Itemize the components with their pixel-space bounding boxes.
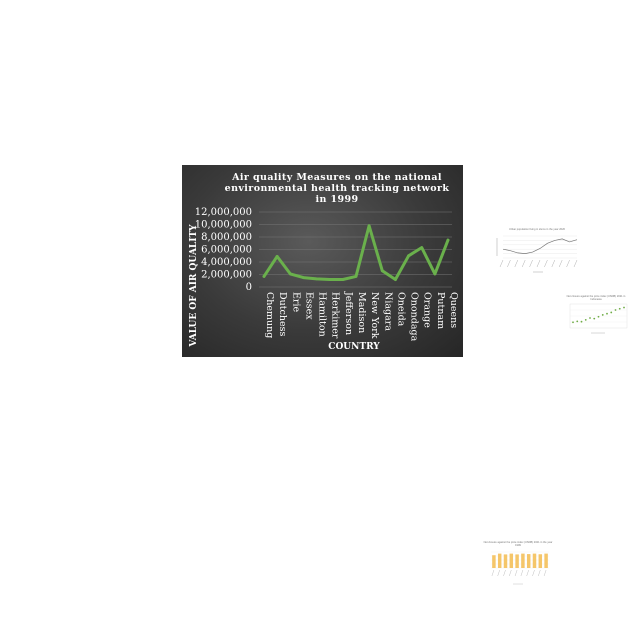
data-point	[433, 272, 437, 276]
thumb3-tick-mark	[509, 569, 512, 577]
x-tick-label: Jefferson	[343, 291, 354, 335]
thumb3-title: Net closure against the price index (USD…	[483, 541, 553, 547]
thumb3-bar	[526, 554, 531, 568]
thumb1-tick-mark	[551, 259, 556, 268]
thumb2-data-point	[584, 318, 587, 321]
x-tick-label: Herkimer	[330, 292, 341, 339]
x-tick-label: Erie	[290, 292, 301, 313]
y-tick-label: 0	[246, 282, 252, 293]
air-quality-line-chart: Air quality Measures on the national env…	[182, 165, 463, 357]
thumb3-bar	[492, 555, 496, 568]
y-tick-label: 10,000,000	[195, 220, 252, 231]
data-point	[341, 278, 345, 281]
thumb3-tick-mark	[503, 569, 506, 577]
thumb1-tick-mark	[566, 259, 570, 268]
x-axis-title: COUNTRY	[328, 342, 380, 352]
thumb3-tick-mark	[538, 569, 541, 577]
thumb1-tick-mark	[514, 259, 519, 268]
thumb1-tick-mark	[536, 259, 541, 268]
thumb1-tick-mark	[573, 259, 578, 268]
x-tick-label: Orange	[422, 292, 433, 328]
thumb2-title: Net closure against the price index (USD…	[566, 295, 626, 301]
x-tick-label: Queens	[448, 292, 459, 328]
thumb2-data-point	[597, 315, 600, 318]
y-axis-title: VALUE OF AIR QUALITY	[189, 224, 199, 348]
thumb3-bar	[532, 553, 537, 568]
slum-population-thumbnail-chart[interactable]: Urban population living in slums in the …	[493, 226, 581, 276]
thumb3-bar	[521, 553, 525, 568]
data-point	[262, 274, 266, 278]
thumb2-data-point	[623, 306, 625, 309]
x-tick-label: Niagara	[382, 292, 393, 331]
thumb3-tick-mark	[526, 569, 529, 577]
thumb3-plot	[491, 551, 549, 585]
x-tick-label: Putnam	[435, 292, 446, 329]
thumb2-data-point	[606, 312, 608, 315]
thumb3-tick-mark	[532, 569, 535, 577]
data-point	[275, 254, 279, 258]
data-point	[354, 274, 358, 278]
thumb2-data-point	[618, 307, 621, 310]
thumb3-bar	[503, 554, 508, 568]
y-tick-label: 4,000,000	[201, 257, 252, 268]
thumb3-tick-mark	[497, 569, 500, 577]
thumb3-bar	[538, 554, 543, 568]
x-tick-label: Essex	[303, 292, 314, 320]
data-point	[380, 269, 384, 273]
thumb2-data-point	[601, 314, 604, 316]
thumb3-bar	[544, 553, 548, 568]
y-tick-label: 12,000,000	[195, 207, 252, 218]
thumb1-plot	[496, 235, 578, 273]
thumb2-data-point	[614, 309, 617, 311]
thumb1-tick-mark	[529, 259, 533, 268]
data-point	[407, 254, 410, 258]
thumb3-tick-mark	[491, 569, 495, 577]
thumb2-data-point	[593, 317, 596, 320]
data-point	[302, 276, 305, 280]
y-tick-label: 8,000,000	[201, 232, 252, 243]
y-tick-label: 6,000,000	[201, 245, 252, 256]
data-point	[420, 246, 424, 250]
x-tick-label: Madison	[356, 292, 367, 333]
price-index-bar-thumbnail-chart[interactable]: Net closure against the price index (USD…	[483, 540, 553, 588]
data-point	[367, 224, 371, 228]
series-line	[262, 224, 450, 281]
x-tick-label: Hamilton	[317, 292, 328, 337]
x-tick-label: Chemung	[264, 292, 275, 338]
data-point	[446, 238, 450, 242]
x-tick-label: Onondaga	[409, 292, 420, 342]
data-point	[315, 277, 318, 281]
thumb1-tick-mark	[521, 259, 526, 268]
y-tick-label: 2,000,000	[201, 270, 252, 281]
thumb2-data-point	[576, 320, 579, 323]
price-index-scatter-thumbnail-chart[interactable]: Net closure against the price index (USD…	[561, 294, 631, 336]
thumb3-tick-mark	[543, 569, 547, 577]
thumb2-data-point	[589, 317, 591, 319]
x-tick-label: New York	[369, 292, 380, 339]
thumb1-tick-mark	[544, 259, 548, 268]
thumb2-data-point	[610, 311, 613, 314]
thumb2-data-point	[572, 321, 574, 324]
data-point	[288, 272, 292, 276]
data-point	[328, 278, 332, 281]
thumb3-tick-mark	[520, 569, 524, 577]
thumb1-tick-mark	[507, 259, 511, 268]
thumb2-plot	[569, 303, 628, 334]
thumb3-bar	[515, 554, 519, 568]
thumb3-bar	[509, 553, 514, 568]
x-tick-label: Oneida	[395, 292, 406, 327]
thumb3-tick-mark	[514, 569, 518, 577]
thumb1-tick-mark	[499, 259, 504, 268]
thumb1-title: Urban population living in slums in the …	[509, 228, 565, 231]
thumb1-series-line	[502, 238, 578, 254]
thumb1-tick-mark	[558, 259, 563, 268]
thumb3-bar	[497, 553, 502, 568]
chart-title: Air quality Measures on the national env…	[224, 172, 450, 205]
x-tick-label: Dutchess	[277, 292, 288, 336]
data-point	[394, 278, 397, 281]
thumb2-data-point	[580, 320, 583, 323]
